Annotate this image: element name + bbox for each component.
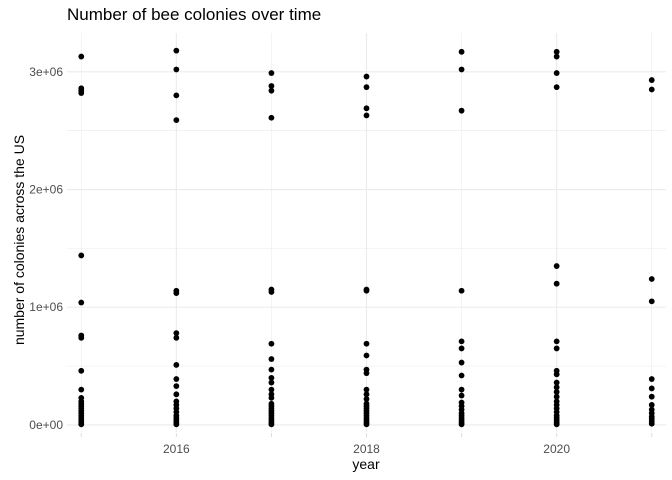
data-point: [363, 105, 370, 112]
data-point: [268, 114, 275, 121]
data-point: [648, 276, 655, 282]
data-point: [173, 362, 180, 368]
y-axis-title: number of colonies across the US: [11, 134, 27, 346]
data-point: [173, 334, 180, 341]
data-point: [268, 87, 275, 94]
data-point: [173, 383, 180, 389]
data-point: [553, 371, 560, 378]
x-axis-title: year: [352, 456, 380, 472]
chart-title: Number of bee colonies over time: [67, 5, 322, 24]
data-point: [173, 92, 180, 99]
data-point: [78, 334, 85, 341]
data-point: [458, 359, 465, 366]
data-point: [458, 345, 465, 352]
tick-marks: [80, 433, 653, 437]
data-point: [648, 77, 655, 83]
points-layer: [78, 47, 655, 428]
data-point: [173, 66, 180, 73]
data-point: [363, 396, 370, 402]
tick-labels: 2016 2018 2020 0e+00 1e+06 2e+06 3e+06: [29, 65, 570, 456]
data-point: [363, 287, 370, 294]
data-point: [268, 83, 275, 89]
data-point: [268, 394, 275, 401]
data-point: [268, 340, 275, 347]
data-point: [363, 421, 370, 428]
data-point: [268, 386, 275, 393]
y-tick-label: 1e+06: [29, 300, 63, 314]
data-point: [78, 367, 85, 374]
data-point: [648, 86, 655, 93]
data-point: [268, 289, 275, 295]
data-point: [173, 117, 180, 123]
x-tick-label: 2018: [353, 442, 380, 456]
data-point: [268, 366, 275, 373]
data-point: [173, 47, 180, 54]
data-point: [553, 389, 560, 395]
data-point: [553, 84, 560, 91]
data-point: [268, 379, 275, 386]
data-point: [268, 70, 275, 76]
data-point: [458, 66, 465, 73]
data-point: [78, 421, 85, 428]
data-point: [268, 356, 275, 362]
data-point: [553, 345, 560, 352]
data-point: [173, 290, 180, 297]
data-point: [458, 421, 465, 428]
data-point: [363, 112, 370, 119]
data-point: [553, 379, 560, 386]
data-point: [173, 376, 180, 382]
data-point: [363, 84, 370, 91]
data-point: [78, 53, 85, 60]
data-point: [553, 421, 560, 428]
data-point: [458, 386, 465, 393]
x-tick-label: 2016: [163, 442, 190, 456]
data-point: [173, 391, 180, 398]
data-point: [553, 48, 560, 55]
data-point: [553, 393, 560, 400]
y-tick-label: 3e+06: [29, 65, 63, 79]
data-point: [363, 352, 370, 359]
data-point: [648, 393, 655, 400]
data-point: [458, 372, 465, 379]
data-point: [458, 392, 465, 399]
data-point: [363, 73, 370, 80]
data-point: [173, 421, 180, 428]
data-point: [553, 70, 560, 76]
data-point: [78, 299, 85, 306]
data-point: [648, 402, 655, 408]
data-point: [458, 48, 465, 55]
data-point: [553, 338, 560, 345]
data-point: [553, 384, 560, 391]
data-point: [458, 107, 465, 114]
data-point: [648, 385, 655, 392]
data-point: [78, 252, 85, 259]
y-tick-label: 0e+00: [29, 418, 63, 432]
data-point: [268, 421, 275, 428]
x-tick-label: 2020: [543, 442, 570, 456]
data-point: [268, 374, 275, 381]
data-point: [78, 386, 85, 393]
grid-major: [67, 33, 666, 432]
data-point: [553, 263, 560, 269]
data-point: [78, 90, 85, 96]
data-point: [458, 287, 465, 294]
data-point: [173, 330, 180, 337]
data-point: [458, 338, 465, 345]
data-point: [553, 53, 560, 60]
data-point: [553, 280, 560, 287]
data-point: [648, 376, 655, 382]
y-tick-label: 2e+06: [29, 183, 63, 197]
data-point: [363, 386, 370, 393]
data-point: [648, 298, 655, 305]
data-point: [648, 420, 655, 427]
data-point: [363, 340, 370, 347]
data-point: [363, 370, 370, 377]
data-point: [363, 391, 370, 398]
